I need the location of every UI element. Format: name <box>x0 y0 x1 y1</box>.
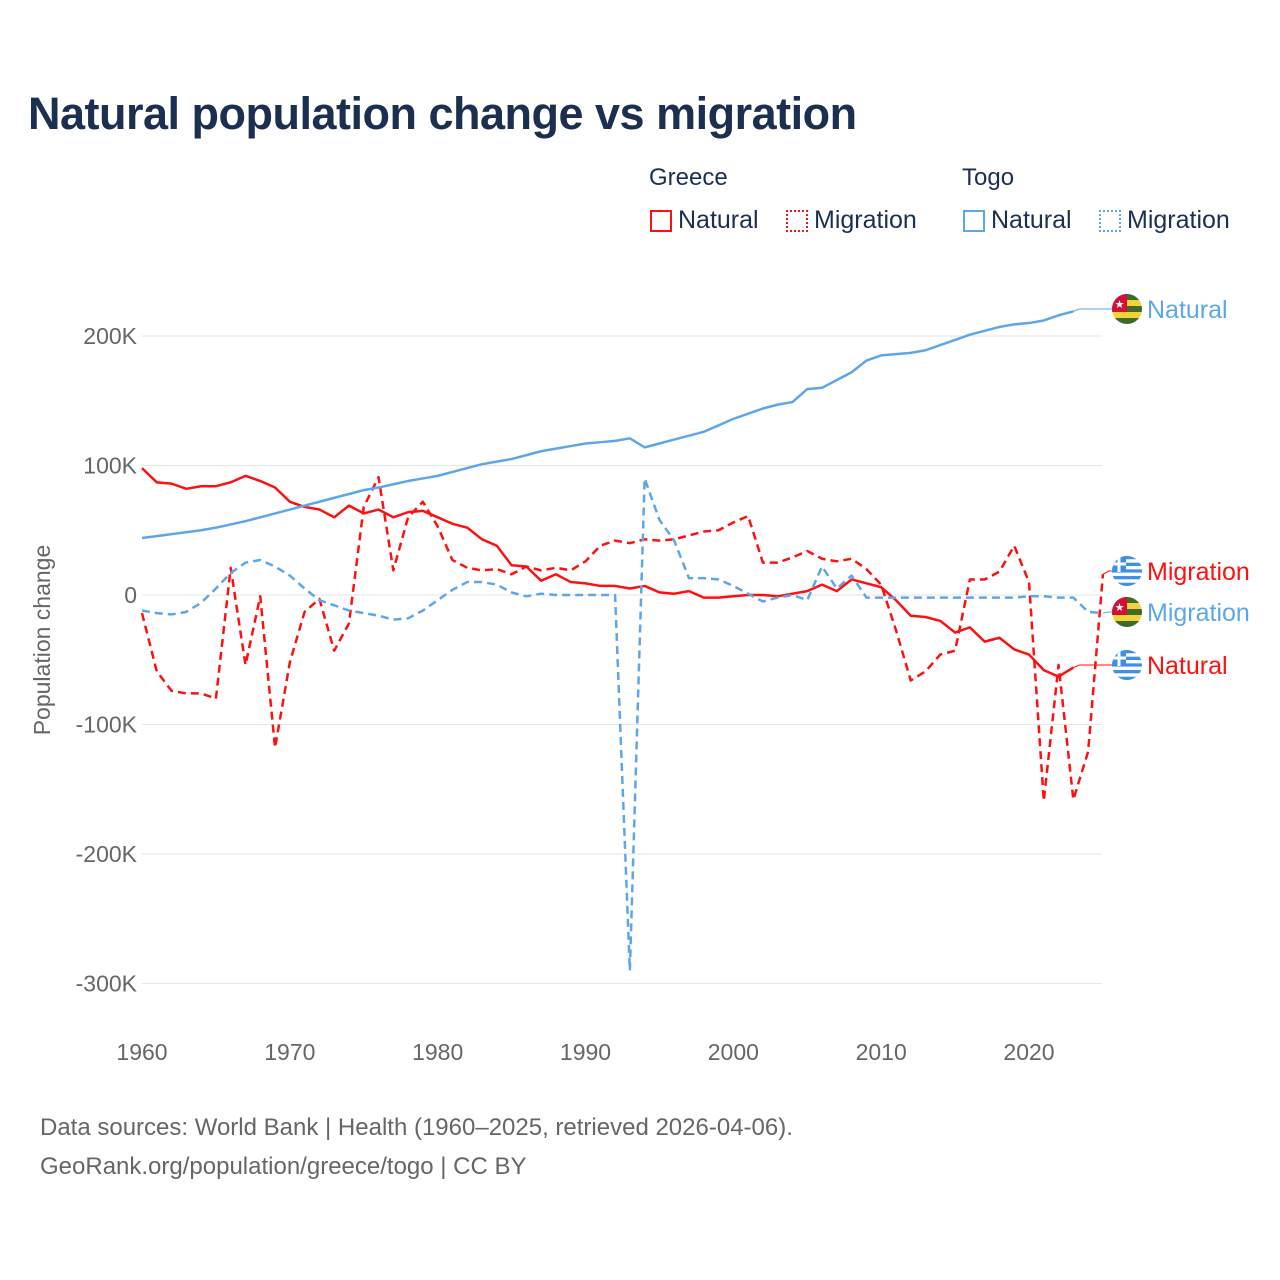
flag-body: ★ <box>1112 597 1142 627</box>
legend-label: Migration <box>814 206 917 234</box>
flag-stripe <box>1112 656 1142 661</box>
x-tick-label: 1990 <box>560 1039 611 1065</box>
y-tick-label: -100K <box>76 712 138 738</box>
legend-greece-natural[interactable]: Natural <box>650 206 759 235</box>
flag-stripe <box>1112 621 1142 627</box>
flag-stripe <box>1112 660 1142 664</box>
x-tick-label: 2000 <box>708 1039 759 1065</box>
legend-swatch-dotted <box>1099 209 1121 232</box>
legend-greece-migration[interactable]: Migration <box>786 206 917 235</box>
flag-body <box>1112 556 1142 586</box>
flag-body: ★ <box>1112 294 1142 324</box>
y-tick-label: 200K <box>83 323 137 349</box>
y-tick-label: 0 <box>124 582 137 608</box>
togo-flag-icon: ★ <box>1112 294 1142 324</box>
flag-stripe <box>1112 562 1142 567</box>
flag-stripe <box>1112 650 1142 654</box>
flag-stripe <box>1112 673 1142 677</box>
flag-stripe <box>1112 566 1142 570</box>
chart-title: Natural population change vs migration <box>28 88 857 139</box>
flag-stripe <box>1112 579 1142 583</box>
x-tick-label: 1970 <box>264 1039 315 1065</box>
star-icon: ★ <box>1115 602 1125 614</box>
source-note: Data sources: World Bank | Health (1960–… <box>40 1108 793 1186</box>
legend-group-togo: Togo <box>962 164 1015 191</box>
y-tick-label: -300K <box>76 971 138 997</box>
flag-stripe <box>1112 653 1142 657</box>
legend-label: Natural <box>991 206 1072 234</box>
legend-group-greece: Greece <box>649 164 728 191</box>
greece-flag-icon <box>1112 556 1142 586</box>
flag-stripe <box>1112 312 1142 318</box>
star-icon: ★ <box>1115 299 1125 311</box>
label-leader-line <box>1102 570 1113 575</box>
legend-swatch-solid <box>650 209 672 232</box>
flag-stripe <box>1112 676 1142 680</box>
legend-label: Migration <box>1127 206 1230 234</box>
flag-cross <box>1112 562 1126 566</box>
label-leader-line <box>1073 308 1113 312</box>
flag-stripe <box>1112 666 1142 671</box>
series-end-label: Migration <box>1147 599 1250 627</box>
series-line-togo-natural <box>141 310 1074 540</box>
legend-togo-natural[interactable]: Natural <box>963 206 1072 235</box>
y-axis-label: Population change <box>29 545 55 736</box>
x-tick-label: 1960 <box>116 1039 167 1065</box>
x-tick-label: 1980 <box>412 1039 463 1065</box>
greece-flag-icon <box>1112 650 1142 680</box>
flag-stripe <box>1112 569 1142 573</box>
flag-stripe <box>1112 670 1142 674</box>
flag-stripe <box>1112 615 1142 621</box>
flag-stripe <box>1112 556 1142 560</box>
x-tick-label: 2020 <box>1003 1039 1054 1065</box>
label-leader-line <box>1073 664 1113 668</box>
source-line-2[interactable]: GeoRank.org/population/greece/togo | CC … <box>40 1153 527 1180</box>
y-tick-label: 100K <box>83 453 137 479</box>
flag-stripe <box>1112 582 1142 586</box>
source-line-1: Data sources: World Bank | Health (1960–… <box>40 1114 793 1141</box>
flag-stripe <box>1112 576 1142 580</box>
y-tick-label: -200K <box>76 841 138 867</box>
flag-stripe <box>1112 318 1142 324</box>
label-leader-line <box>1102 611 1113 614</box>
flag-stripe <box>1112 572 1142 577</box>
series-end-label: Natural <box>1147 652 1228 680</box>
legend-label: Natural <box>678 206 759 234</box>
flag-stripe <box>1112 559 1142 563</box>
flag-cross <box>1112 656 1126 660</box>
legend-swatch-solid <box>963 209 985 232</box>
series-end-label: Migration <box>1147 558 1250 586</box>
flag-body <box>1112 650 1142 680</box>
series-line-togo-migration <box>141 477 1104 972</box>
flag-stripe <box>1112 663 1142 667</box>
togo-flag-icon: ★ <box>1112 597 1142 627</box>
x-tick-label: 2010 <box>856 1039 907 1065</box>
series-end-label: Natural <box>1147 296 1228 324</box>
series-line-greece-natural <box>141 467 1075 678</box>
legend-swatch-dotted <box>786 209 808 232</box>
legend-togo-migration[interactable]: Migration <box>1099 206 1230 235</box>
